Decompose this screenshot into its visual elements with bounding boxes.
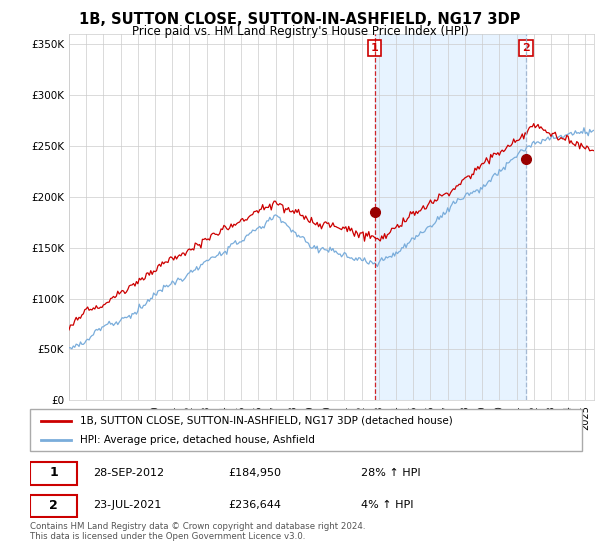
Text: £184,950: £184,950	[229, 468, 282, 478]
Text: 28-SEP-2012: 28-SEP-2012	[94, 468, 164, 478]
Text: 1B, SUTTON CLOSE, SUTTON-IN-ASHFIELD, NG17 3DP (detached house): 1B, SUTTON CLOSE, SUTTON-IN-ASHFIELD, NG…	[80, 416, 452, 426]
Text: 1: 1	[371, 43, 379, 53]
Bar	[374, 34, 526, 400]
Text: 28% ↑ HPI: 28% ↑ HPI	[361, 468, 421, 478]
Text: 1B, SUTTON CLOSE, SUTTON-IN-ASHFIELD, NG17 3DP: 1B, SUTTON CLOSE, SUTTON-IN-ASHFIELD, NG…	[79, 12, 521, 27]
Text: 4% ↑ HPI: 4% ↑ HPI	[361, 501, 414, 511]
Text: 23-JUL-2021: 23-JUL-2021	[94, 501, 162, 511]
Text: £236,644: £236,644	[229, 501, 282, 511]
Text: HPI: Average price, detached house, Ashfield: HPI: Average price, detached house, Ashf…	[80, 435, 314, 445]
Text: 2: 2	[49, 499, 58, 512]
Text: Contains HM Land Registry data © Crown copyright and database right 2024.
This d: Contains HM Land Registry data © Crown c…	[30, 522, 365, 542]
FancyBboxPatch shape	[30, 462, 77, 485]
Text: 1: 1	[49, 466, 58, 479]
FancyBboxPatch shape	[30, 409, 582, 451]
FancyBboxPatch shape	[30, 495, 77, 517]
Text: Price paid vs. HM Land Registry's House Price Index (HPI): Price paid vs. HM Land Registry's House …	[131, 25, 469, 38]
Text: 2: 2	[522, 43, 530, 53]
